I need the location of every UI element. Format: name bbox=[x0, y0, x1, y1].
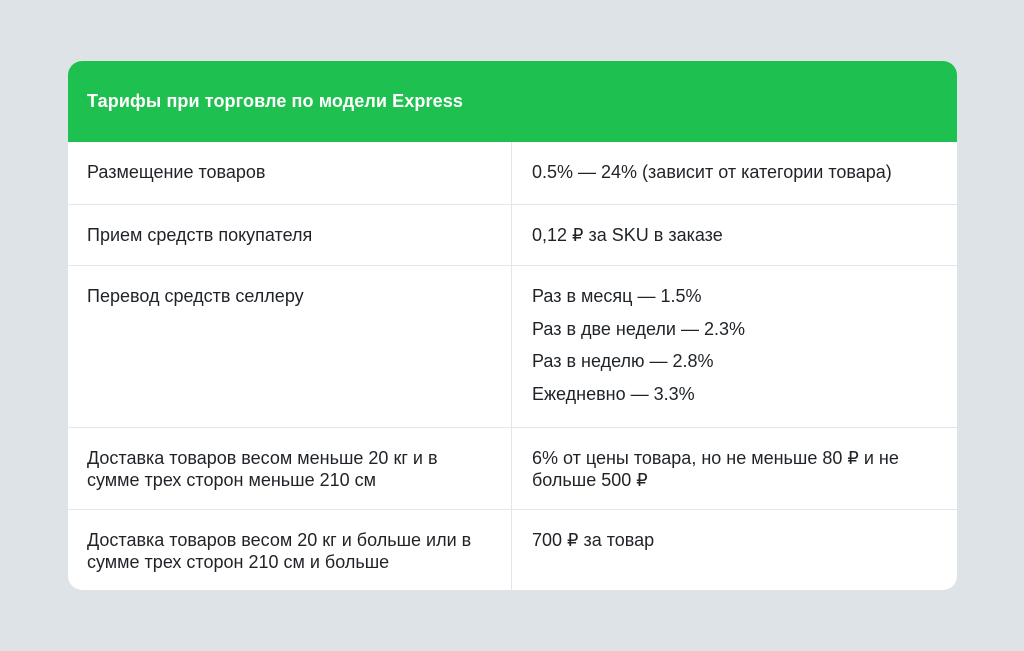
row-label: Прием средств покупателя bbox=[68, 205, 512, 265]
row-value: 700 ₽ за товар bbox=[532, 530, 655, 550]
row-value: 0,12 ₽ за SKU в заказе bbox=[532, 225, 723, 245]
row-label: Перевод средств селлеру bbox=[68, 266, 512, 427]
row-value: 0.5% — 24% (зависит от категории товара) bbox=[532, 162, 892, 182]
table-row: Доставка товаров весом меньше 20 кг и в … bbox=[68, 427, 957, 509]
table-row: Размещение товаров 0.5% — 24% (зависит о… bbox=[68, 142, 957, 204]
table-row: Доставка товаров весом 20 кг и больше ил… bbox=[68, 509, 957, 590]
payout-options: Раз в месяц — 1.5% Раз в две недели — 2.… bbox=[512, 266, 957, 427]
payout-option-daily: Ежедневно — 3.3% bbox=[532, 383, 695, 404]
table-row: Прием средств покупателя 0,12 ₽ за SKU в… bbox=[68, 204, 957, 265]
tariffs-table: Размещение товаров 0.5% — 24% (зависит о… bbox=[68, 142, 957, 590]
row-value: 6% от цены товара, но не меньше 80 ₽ и н… bbox=[532, 448, 899, 490]
payout-option-monthly: Раз в месяц — 1.5% bbox=[532, 286, 702, 306]
row-label: Размещение товаров bbox=[68, 142, 512, 204]
payout-option-weekly: Раз в неделю — 2.8% bbox=[532, 351, 714, 371]
table-row: Перевод средств селлеру Раз в месяц — 1.… bbox=[68, 265, 957, 427]
payout-option-biweekly: Раз в две недели — 2.3% bbox=[532, 318, 745, 339]
row-label: Доставка товаров весом меньше 20 кг и в … bbox=[68, 428, 512, 509]
card-header: Тарифы при торговле по модели Express bbox=[68, 61, 957, 142]
row-label: Доставка товаров весом 20 кг и больше ил… bbox=[68, 510, 512, 590]
tariffs-card: Тарифы при торговле по модели Express Ра… bbox=[68, 61, 957, 590]
card-title: Тарифы при торговле по модели Express bbox=[87, 91, 463, 111]
